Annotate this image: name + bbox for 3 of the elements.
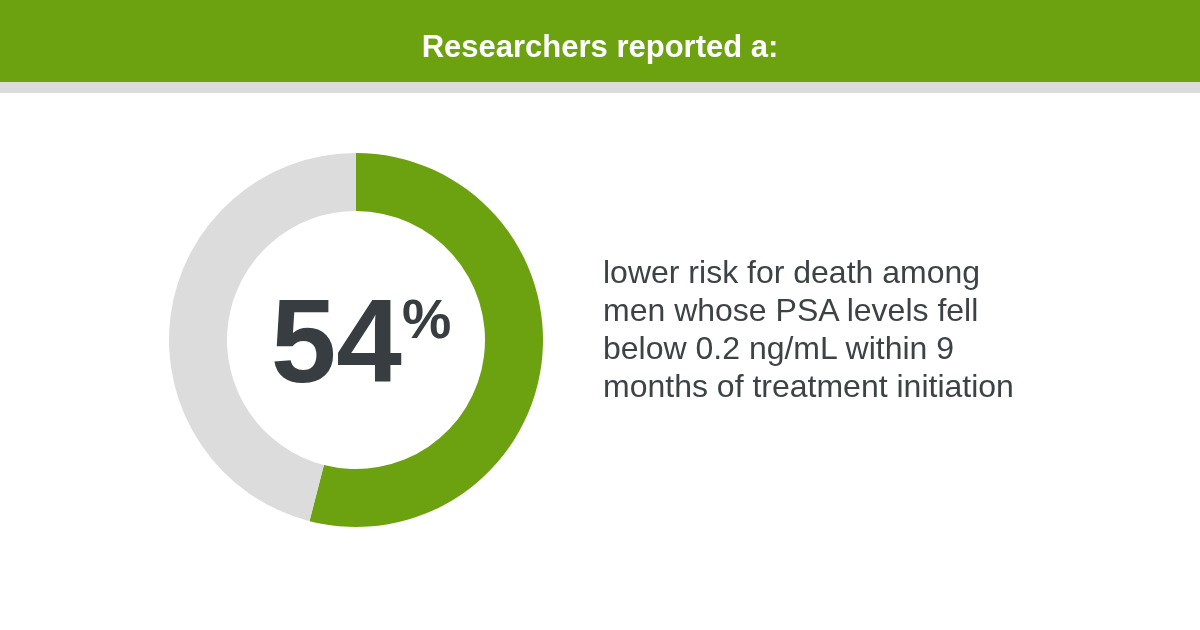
text: lower risk for death among men whose PSA levels fell below 0.2 ng/mL within 9 months of treatment initiation	[603, 254, 1014, 404]
data-label: 54%	[270, 275, 452, 408]
chart-title: Researchers reported a:	[421, 29, 779, 64]
